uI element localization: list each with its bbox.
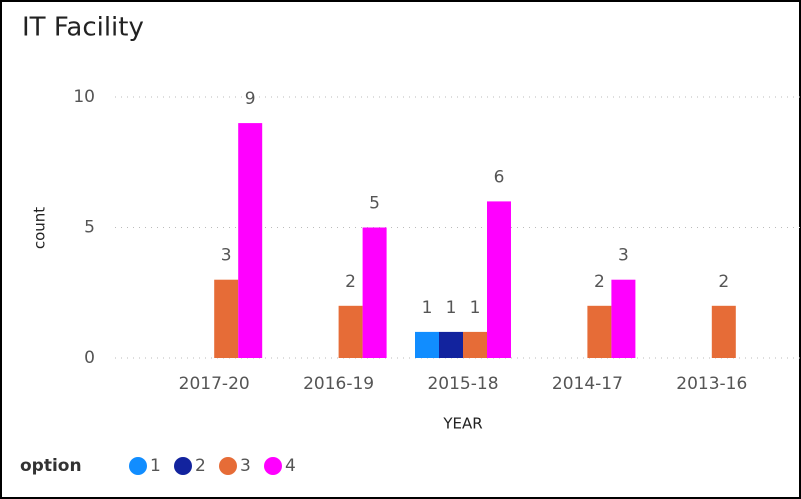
x-tick-label: 2015-18 [427,374,498,394]
data-label: 3 [618,246,629,266]
bar [463,331,487,358]
bar [214,279,239,358]
data-label: 2 [718,272,729,292]
x-tick-label: 2016-19 [303,374,374,394]
bar [439,331,463,358]
bar [711,305,736,358]
data-label: 1 [470,298,481,318]
legend-label: 4 [285,456,296,476]
legend-swatch [174,457,192,475]
y-tick-label: 0 [84,348,95,368]
data-label: 9 [245,89,256,109]
bar [587,305,612,358]
data-label: 5 [369,194,380,214]
data-label: 1 [422,298,433,318]
legend-swatch [129,457,147,475]
data-label: 6 [494,167,505,187]
chart-title: IT Facility [22,13,144,43]
y-axis-label: count [31,207,49,249]
data-label: 2 [594,272,605,292]
legend-swatch [264,457,282,475]
legend-label: 1 [150,456,161,476]
bar [238,123,263,358]
data-label: 1 [446,298,457,318]
y-tick-label: 10 [73,87,95,107]
data-label: 2 [345,272,356,292]
x-tick-label: 2017-20 [179,374,250,394]
x-axis-label: YEAR [442,415,482,433]
bar [611,279,636,358]
x-tick-label: 2013-16 [676,374,747,394]
bar [338,305,363,358]
bar [362,227,387,358]
legend-label: 3 [240,456,251,476]
data-label: 3 [221,246,232,266]
x-tick-label: 2014-17 [552,374,623,394]
bar [415,331,439,358]
legend-title: option [20,456,82,476]
bar [487,201,511,358]
y-tick-label: 5 [84,218,95,238]
legend-label: 2 [195,456,206,476]
legend-swatch [219,457,237,475]
